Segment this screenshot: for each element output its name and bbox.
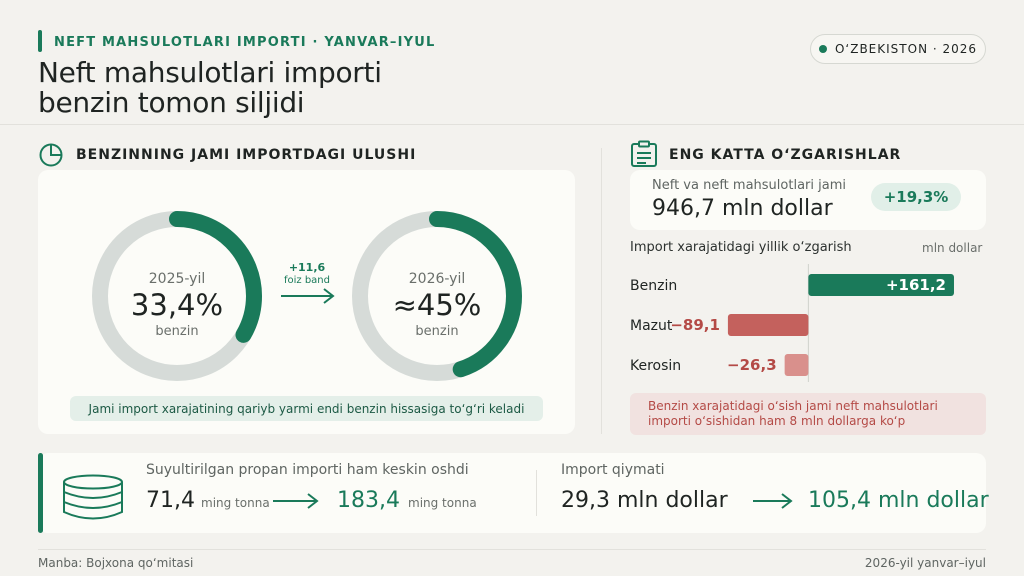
donut-2025-value: 33,4% bbox=[130, 288, 224, 322]
database-icon bbox=[63, 474, 123, 520]
bar-mazut bbox=[727, 314, 809, 336]
propane-card bbox=[38, 453, 986, 533]
pie-chart-icon bbox=[39, 143, 63, 167]
bar-category-benzin: Benzin bbox=[630, 278, 678, 294]
propane-value-to: 105,4 mln dollar bbox=[808, 488, 989, 513]
clipboard-icon bbox=[631, 140, 657, 167]
share-note: Jami import xarajatining qariyb yarmi en… bbox=[70, 396, 543, 421]
share-change-value: +11,6 bbox=[288, 261, 326, 274]
propane-volume-from: 71,4 bbox=[146, 488, 195, 513]
donut-2026-arc bbox=[352, 211, 522, 381]
donut-2026-label: benzin bbox=[415, 324, 459, 339]
title-line-2: benzin tomon siljidi bbox=[38, 86, 305, 119]
country-badge: O‘ZBEKISTON · 2026 bbox=[810, 34, 986, 64]
arrow-right-icon bbox=[273, 493, 319, 509]
total-value: 946,7 mln dollar bbox=[652, 196, 833, 221]
badge-dot-icon bbox=[818, 45, 827, 53]
propane-accent-bar bbox=[38, 453, 43, 533]
bar-category-mazut: Mazut bbox=[630, 318, 673, 334]
share-section-title: BENZINNING JAMI IMPORTDAGI ULUSHI bbox=[76, 147, 417, 163]
changes-note: Benzin xarajatidagi o‘sish jami neft mah… bbox=[630, 393, 986, 435]
arrow-right-icon bbox=[281, 288, 335, 304]
propane-value-from: 29,3 mln dollar bbox=[561, 488, 728, 513]
share-card bbox=[38, 170, 575, 434]
kicker-accent-bar bbox=[38, 30, 42, 52]
period: 2026-yil yanvar–iyul bbox=[864, 556, 986, 570]
footer-divider bbox=[38, 549, 986, 550]
share-change-unit: foiz band bbox=[283, 275, 330, 286]
change-bar-chart: +161,2 −89,1 −26,3 bbox=[670, 264, 954, 382]
donut-2026 bbox=[352, 211, 522, 381]
donut-2025-year: 2025-yil bbox=[148, 271, 206, 287]
donut-2025-label: benzin bbox=[155, 324, 199, 339]
propane-volume-to: 183,4 bbox=[337, 488, 400, 513]
donut-2026-value: ≈45% bbox=[392, 288, 482, 322]
badge-label: O‘ZBEKISTON · 2026 bbox=[834, 42, 978, 56]
propane-title: Suyultirilgan propan importi ham keskin … bbox=[146, 462, 469, 478]
propane-value-label: Import qiymati bbox=[561, 462, 665, 478]
bar-category-kerosin: Kerosin bbox=[630, 358, 682, 374]
chart-unit: mln dollar bbox=[922, 241, 983, 255]
total-change-badge: +19,3% bbox=[871, 183, 961, 211]
total-label: Neft va neft mahsulotlari jami bbox=[652, 178, 846, 193]
bar-label-mazut: −89,1 bbox=[670, 316, 720, 334]
donut-2025 bbox=[92, 211, 262, 381]
bar-label-kerosin: −26,3 bbox=[727, 356, 777, 374]
bar-benzin bbox=[808, 274, 954, 296]
section-divider bbox=[601, 148, 602, 434]
donut-2026-year: 2026-yil bbox=[408, 271, 466, 287]
page-title: Neft mahsulotlari importi benzin tomon s… bbox=[38, 58, 382, 118]
bar-label-benzin: +161,2 bbox=[886, 276, 946, 294]
bar-kerosin bbox=[784, 354, 809, 376]
changes-section-title: ENG KATTA O‘ZGARISHLAR bbox=[669, 147, 902, 163]
source: Manba: Bojxona qo‘mitasi bbox=[38, 556, 194, 570]
chart-subtitle: Import xarajatidagi yillik o‘zgarish bbox=[630, 240, 852, 255]
title-line-1: Neft mahsulotlari importi bbox=[38, 56, 382, 89]
arrow-right-icon bbox=[753, 493, 793, 509]
kicker: NEFT MAHSULOTLARI IMPORTI · YANVAR–IYUL bbox=[54, 35, 436, 50]
propane-volume-to-unit: ming tonna bbox=[408, 496, 477, 510]
donut-2025-arc bbox=[92, 211, 262, 381]
propane-divider bbox=[536, 470, 537, 516]
propane-volume-from-unit: ming tonna bbox=[201, 496, 270, 510]
header-divider bbox=[0, 124, 1024, 125]
